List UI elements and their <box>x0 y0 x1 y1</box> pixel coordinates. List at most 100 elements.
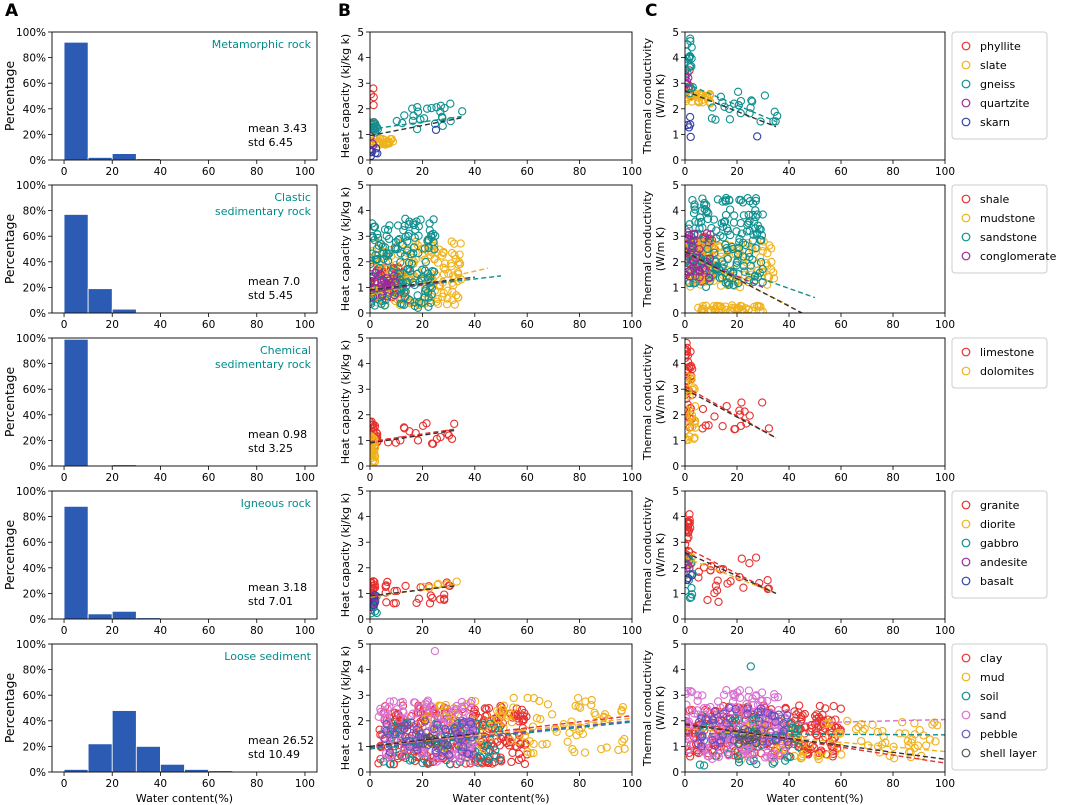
scatter-point-pebble <box>464 749 473 759</box>
scatter-point-clay <box>836 704 846 713</box>
x-tick-label: 0 <box>61 778 68 790</box>
fit-line <box>685 253 764 289</box>
scatter-point-granite <box>739 583 748 592</box>
scatter-point-conglomerate <box>695 273 704 282</box>
y-tick-label: 2 <box>672 410 679 422</box>
scatter-point-sand <box>430 708 439 717</box>
scatter-point-sandstone <box>691 278 700 287</box>
scatter-point-pebble <box>756 704 766 713</box>
scatter-point-mud <box>873 727 882 737</box>
y-tick-label: 2 <box>357 104 364 116</box>
scatter-point-granite <box>685 518 694 528</box>
y-tick-label: 3 <box>672 231 679 243</box>
scatter-point-diorite <box>425 583 434 593</box>
y-tick-label: 0 <box>672 767 679 779</box>
scatter-point-shell-layer <box>735 735 744 744</box>
legend-box <box>951 643 1048 771</box>
scatter-point-conglomerate <box>685 233 692 243</box>
scatter-point-gabbro <box>370 609 376 618</box>
scatter-point-granite <box>370 577 379 587</box>
scatter-point-limestone <box>418 421 428 430</box>
scatter-point-sandstone <box>375 263 384 273</box>
x-tick-label: 20 <box>730 319 743 331</box>
scatter-point-sandstone <box>725 205 735 214</box>
stat-mean: mean 7.0 <box>248 275 300 288</box>
scatter-point-pebble <box>718 730 727 740</box>
x-tick-label: 80 <box>886 319 899 331</box>
plot-area <box>685 510 777 607</box>
scatter-point-quartzite <box>370 132 375 141</box>
scatter-point-sandstone <box>721 196 730 205</box>
scatter-point-sandstone <box>732 258 741 267</box>
x-tick-label: 0 <box>682 472 689 484</box>
scatter-point-soil <box>495 755 504 764</box>
legend-item-gneiss: gneiss <box>980 78 1016 91</box>
scatter-point-sandstone <box>739 252 748 261</box>
y-tick-label: 3 <box>672 78 679 90</box>
scatter-point-conglomerate <box>685 249 695 258</box>
scatter-point-mud <box>572 731 581 740</box>
scatter-point-andesite <box>370 593 377 602</box>
scatter-point-soil <box>405 756 415 765</box>
scatter-point-conglomerate <box>374 271 383 280</box>
scatter-point-mud <box>594 716 603 726</box>
scatter-point-clay <box>381 702 390 711</box>
scatter-point-sandstone <box>416 215 425 224</box>
scatter-point-slate <box>685 90 693 99</box>
scatter-point-sandstone <box>737 229 746 238</box>
scatter-point-sandstone <box>758 210 767 219</box>
legend-marker <box>961 41 971 51</box>
scatter-point-soil <box>485 745 495 755</box>
stat-mean: mean 26.52 <box>248 734 314 747</box>
scatter-point-soil <box>491 746 500 755</box>
x-tick-label: 100 <box>295 319 315 331</box>
rock-type-annotation: Metamorphic rock <box>212 38 312 51</box>
x-tick-label: 20 <box>416 319 429 331</box>
scatter-point-clay <box>507 757 516 767</box>
x-tick-label: 100 <box>622 319 642 331</box>
scatter-point-mud <box>836 729 845 738</box>
scatter-point-sand <box>457 697 467 707</box>
rock-type-annotation: Igneous rock <box>241 497 312 510</box>
x-tick-label: 80 <box>573 778 586 790</box>
scatter-point-conglomerate <box>685 248 691 257</box>
x-tick-label: 20 <box>106 778 119 790</box>
scatter-point-sandstone <box>380 225 390 234</box>
scatter-point-sandstone <box>687 241 696 250</box>
scatter-point-sand <box>714 749 723 758</box>
scatter-point-sand <box>774 751 783 760</box>
scatter-point-mudstone <box>746 267 755 276</box>
scatter-point-sand <box>685 735 694 744</box>
scatter-point-mudstone <box>741 304 750 313</box>
scatter-point-sand <box>398 697 407 707</box>
y-axis-label-units: (W/m K) <box>654 74 667 119</box>
scatter-point-dolomites <box>689 434 699 443</box>
y-tick-label: 100% <box>16 27 46 39</box>
y-axis-label: Percentage <box>2 367 17 438</box>
legend-marker <box>961 729 971 739</box>
y-tick-label: 5 <box>672 180 679 192</box>
scatter-point-pebble <box>697 742 706 751</box>
scatter-point-sandstone <box>406 249 415 259</box>
scatter-point-sandstone <box>421 257 430 267</box>
x-tick-label: 60 <box>834 166 847 178</box>
x-tick-label: 40 <box>154 319 167 331</box>
y-tick-label: 0 <box>357 308 364 320</box>
charts-container: 0 20 40 60 80 1000%20%40%60%80%100%Percentage… <box>2 27 1057 805</box>
legend-marker <box>961 538 971 548</box>
scatter-point-skarn <box>686 132 695 142</box>
legend-item-conglomerate: conglomerate <box>980 250 1057 263</box>
scatter-point-pebble <box>711 741 720 750</box>
scatter-point-sandstone <box>390 243 399 252</box>
y-tick-label: 4 <box>672 53 679 65</box>
scatter-point-sandstone <box>749 230 758 239</box>
scatter-point-sandstone <box>427 290 436 299</box>
scatter-point-granite <box>763 576 772 585</box>
scatter-point-granite <box>726 577 735 586</box>
scatter-point-sandstone <box>384 234 394 244</box>
scatter-point-sandstone <box>396 258 405 267</box>
scatter-point-sandstone <box>746 261 755 270</box>
scatter-point-limestone <box>740 407 749 416</box>
scatter-point-pebble <box>743 704 752 713</box>
legend-item-sand: sand <box>980 709 1006 722</box>
